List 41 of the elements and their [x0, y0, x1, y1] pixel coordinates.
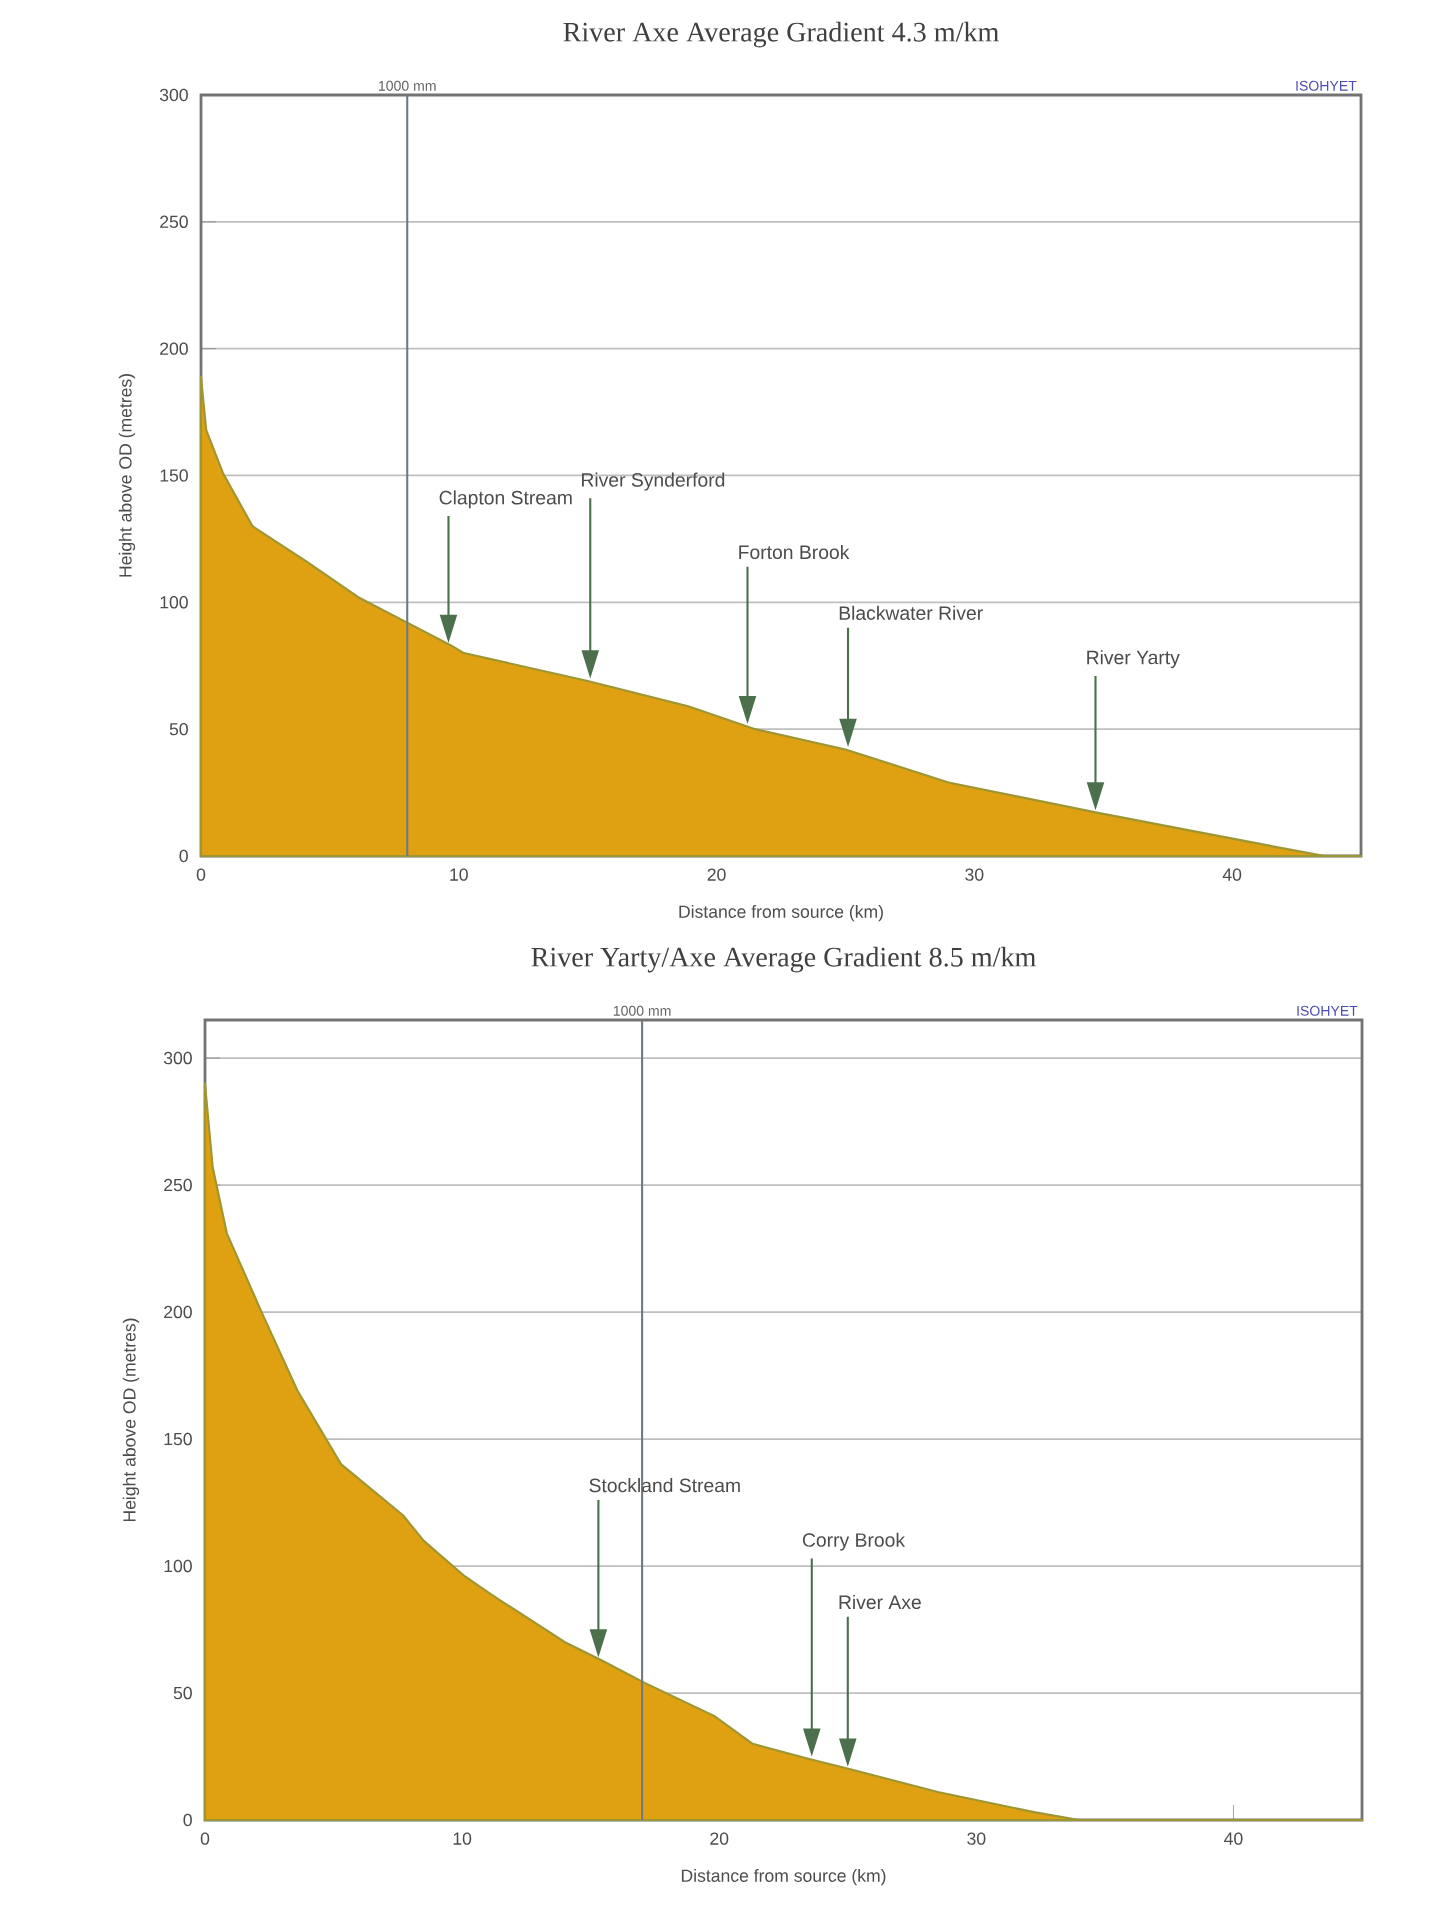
annotation: River Yarty: [1087, 650, 1180, 669]
annotation: Blackwater River: [839, 605, 983, 620]
annotation: Clapton Stream: [439, 490, 572, 509]
y-tick-label: 200: [160, 342, 188, 355]
text: ISOHYET: [1297, 1005, 1358, 1016]
ref-line-label: 1000 mm: [613, 1005, 671, 1016]
y-tick-label: 0: [179, 849, 188, 863]
x-tick-label: 0: [196, 868, 206, 881]
y-tick-label: 150: [164, 1432, 192, 1446]
chart-title: River Yarty/Axe Average Gradient 8.5 m/km: [531, 946, 1036, 973]
x-tick-label: 20: [707, 868, 726, 881]
x-tick-label: 0: [200, 1832, 210, 1845]
text: ISOHYET: [1296, 80, 1357, 91]
y-tick-label: 150: [160, 469, 188, 482]
ref-line-label: 1000 mm: [378, 80, 436, 91]
annotation: River Axe: [839, 1594, 921, 1610]
y-tick-label: 300: [163, 1051, 192, 1065]
y-tick-label: 250: [164, 1178, 192, 1192]
y-tick-label: 100: [164, 1559, 192, 1573]
y-tick-label: 100: [160, 596, 188, 609]
y-tick-label: 200: [164, 1305, 192, 1319]
annotation: Corry Brook: [802, 1532, 906, 1551]
chart-title: River Axe Average Gradient 4.3 m/km: [563, 21, 999, 48]
y-axis-title: Height above OD (metres): [122, 1318, 140, 1522]
y-tick-label: 250: [160, 215, 188, 229]
y-tick-label: 0: [183, 1813, 192, 1827]
x-tick-label: 30: [967, 1832, 986, 1845]
x-tick-label: 40: [1224, 1832, 1243, 1845]
x-axis-title: Distance from source (km): [679, 904, 883, 922]
y-tick-label: 50: [173, 1686, 192, 1700]
y-tick-label: 50: [169, 722, 188, 736]
x-axis-title: Distance from source (km): [681, 1868, 886, 1886]
x-tick-label: 10: [450, 868, 468, 881]
annotation: Forton Brook: [739, 544, 850, 560]
x-tick-label: 30: [965, 868, 984, 881]
x-tick-label: 20: [710, 1832, 729, 1845]
y-axis-title: Height above OD (metres): [118, 374, 136, 577]
x-tick-label: 10: [453, 1832, 472, 1845]
y-tick-label: 300: [159, 88, 188, 102]
x-tick-label: 40: [1222, 868, 1242, 881]
annotation: River Synderford: [582, 472, 725, 491]
